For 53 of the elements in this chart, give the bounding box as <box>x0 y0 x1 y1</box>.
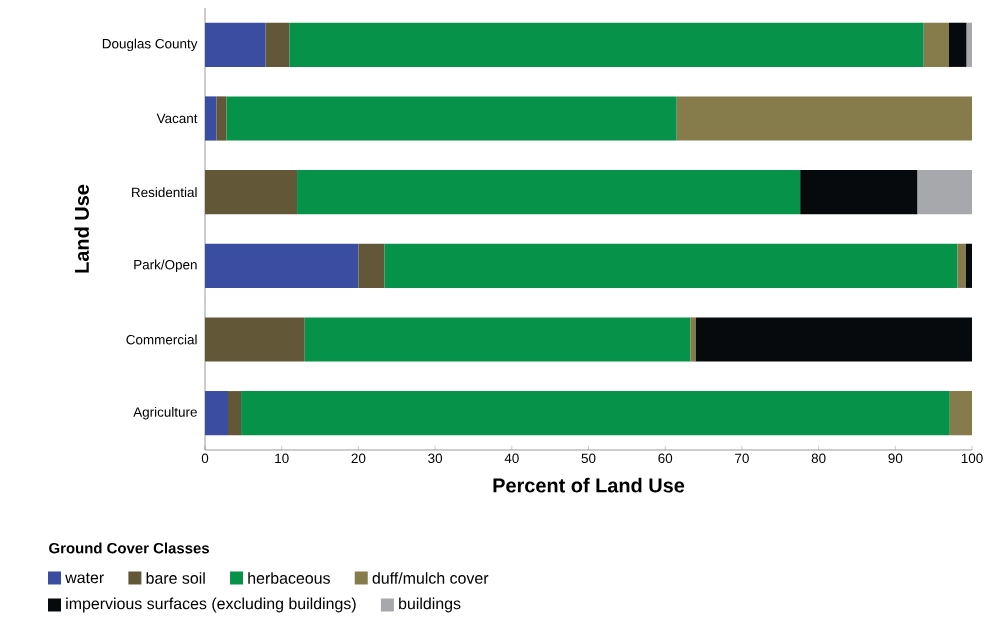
bar <box>358 243 385 288</box>
legend-label: duff/mulch cover <box>372 572 489 584</box>
bar <box>241 391 950 436</box>
x-tick-label: 90 <box>888 453 903 464</box>
x-tick-label: 30 <box>428 453 443 464</box>
bar <box>917 170 973 215</box>
x-tick-label: 100 <box>961 453 983 464</box>
bar <box>205 96 217 141</box>
legend-label: impervious surfaces (excluding buildings) <box>66 597 356 613</box>
x-tick-label: 60 <box>658 453 673 464</box>
bar <box>205 170 298 215</box>
bar <box>695 317 973 362</box>
y-tick-label: Vacant <box>156 113 198 124</box>
y-tick-label: Douglas County <box>102 38 198 52</box>
x-tick-label: 80 <box>811 453 826 464</box>
x-tick-label: 50 <box>581 453 596 464</box>
x-tick-label: 40 <box>504 453 519 464</box>
y-tick-label: Agriculture <box>133 406 197 420</box>
x-tick-label: 10 <box>275 453 289 464</box>
bar <box>800 170 918 215</box>
bar <box>205 317 305 362</box>
legend-label: bare soil <box>146 572 205 584</box>
x-tick-label: 0 <box>201 453 209 464</box>
bar <box>216 96 227 141</box>
legend-title: Ground Cover Classes <box>49 542 209 554</box>
bar <box>965 243 973 288</box>
bar <box>265 22 290 67</box>
y-axis-title: Land Use <box>74 184 89 273</box>
x-tick-label: 20 <box>351 453 366 464</box>
bar <box>384 243 958 288</box>
legend-label: herbaceous <box>248 572 330 584</box>
y-tick-label: Commercial <box>126 334 197 345</box>
bar <box>228 391 242 436</box>
bar <box>923 22 949 67</box>
bar <box>205 22 266 67</box>
bar <box>205 391 229 436</box>
bar <box>690 317 696 362</box>
bar <box>957 243 966 288</box>
y-tick-label: Park/Open <box>134 259 197 273</box>
x-axis-title: Percent of Land Use <box>493 477 685 493</box>
x-tick-label: 70 <box>735 453 749 464</box>
y-tick-label: Residential <box>132 187 197 198</box>
bar <box>289 22 924 67</box>
bar <box>966 22 973 67</box>
bar <box>226 96 677 141</box>
legend-label: water <box>65 572 104 584</box>
bar <box>676 96 973 141</box>
bar <box>949 22 967 67</box>
bar <box>304 317 691 362</box>
bar <box>949 391 973 436</box>
bar <box>205 243 359 288</box>
legend-label: buildings <box>399 597 461 613</box>
bar <box>297 170 801 215</box>
